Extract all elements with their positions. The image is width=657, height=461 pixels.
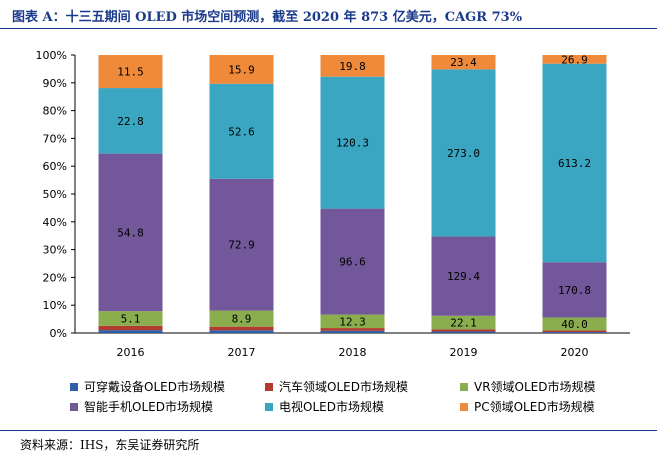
bar-segment: [209, 178, 274, 311]
bar-segment: [320, 76, 385, 209]
legend-item: 可穿戴设备OLED市场规模: [70, 378, 225, 395]
bar-segment: [320, 314, 385, 329]
legend-swatch: [70, 382, 78, 391]
legend-label: 汽车领域OLED市场规模: [279, 380, 408, 394]
y-tick-label: 0%: [50, 327, 67, 340]
legend-label: 智能手机OLED市场规模: [84, 400, 213, 414]
legend-swatch: [265, 382, 273, 391]
chart-title: 图表 A：十三五期间 OLED 市场空间预测，截至 2020 年 873 亿美元…: [12, 10, 523, 25]
y-tick-label: 40%: [43, 216, 67, 229]
bar-segment: [320, 330, 385, 333]
bar-segment: [320, 328, 385, 331]
y-tick-label: 30%: [43, 244, 67, 257]
bar-segment: [542, 55, 607, 64]
y-tick-label: 100%: [36, 49, 67, 62]
data-label: 72.9: [228, 239, 255, 252]
top-divider: [0, 28, 657, 29]
bar-segment: [431, 69, 496, 237]
data-label: 54.8: [117, 226, 144, 239]
y-tick-label: 60%: [43, 160, 67, 173]
legend-label: 电视OLED市场规模: [279, 400, 384, 414]
data-label: 40.0: [561, 318, 588, 331]
bar-segment: [98, 55, 163, 89]
legend-item: PC领域OLED市场规模: [460, 398, 595, 415]
x-tick-label: 2016: [117, 346, 145, 359]
bar-segment: [431, 315, 496, 330]
data-label: 15.9: [228, 63, 255, 76]
data-label: 96.6: [339, 256, 366, 269]
data-label: 5.1: [121, 312, 141, 325]
bottom-divider: [0, 430, 657, 431]
bar-segment: [209, 330, 274, 333]
x-tick-label: 2018: [339, 346, 367, 359]
bar-segment: [209, 55, 274, 84]
data-label: 23.4: [450, 56, 477, 69]
data-label: 52.6: [228, 125, 255, 138]
bar-segment: [542, 330, 607, 333]
bar-segment: [98, 330, 163, 333]
bar-segment: [431, 55, 496, 70]
legend-item: 电视OLED市场规模: [265, 398, 384, 415]
legend-swatch: [70, 402, 78, 411]
source-note: 资料来源：IHS，东吴证券研究所: [20, 438, 200, 452]
data-label: 613.2: [558, 157, 591, 170]
bar-segment: [320, 208, 385, 315]
legend-label: 可穿戴设备OLED市场规模: [84, 380, 225, 394]
bar-segment: [542, 317, 607, 331]
bar-segment: [542, 262, 607, 318]
data-label: 26.9: [561, 53, 588, 66]
legend-swatch: [460, 382, 468, 391]
bar-segment: [431, 331, 496, 333]
legend-swatch: [460, 402, 468, 411]
x-tick-label: 2017: [228, 346, 256, 359]
legend-item: VR领域OLED市场规模: [460, 378, 596, 395]
data-label: 273.0: [447, 147, 480, 160]
legend-item: 汽车领域OLED市场规模: [265, 378, 408, 395]
data-label: 120.3: [336, 137, 369, 150]
legend-label: PC领域OLED市场规模: [474, 400, 595, 414]
stacked-bar-chart: 0% 10% 20% 30% 40% 50% 60% 70% 80% 90% 100% 5.1 54.8…: [36, 49, 630, 359]
bar-segment: [320, 55, 385, 77]
legend-item: 智能手机OLED市场规模: [70, 398, 213, 415]
data-label: 22.8: [117, 115, 144, 128]
legend-label: VR领域OLED市场规模: [474, 380, 596, 394]
bar-segment: [209, 326, 274, 331]
bar-segment: [98, 311, 163, 326]
data-label: 11.5: [117, 66, 144, 79]
bar-segment: [431, 329, 496, 332]
bar-segment: [98, 153, 163, 312]
bar-segment: [98, 88, 163, 154]
y-tick-label: 50%: [43, 188, 67, 201]
y-tick-label: 90%: [43, 77, 67, 90]
data-label: 129.4: [447, 270, 480, 283]
bar-segment: [209, 83, 274, 179]
data-label: 19.8: [339, 60, 366, 73]
bar-segment: [209, 310, 274, 327]
data-label: 12.3: [339, 315, 366, 328]
x-tick-label: 2019: [450, 346, 478, 359]
bar-segment: [431, 236, 496, 316]
legend-swatch: [265, 402, 273, 411]
y-tick-label: 10%: [43, 299, 67, 312]
x-tick-label: 2020: [561, 346, 589, 359]
data-label: 8.9: [232, 313, 252, 326]
bar-segment: [542, 63, 607, 263]
y-tick-label: 20%: [43, 271, 67, 284]
y-tick-label: 80%: [43, 105, 67, 118]
data-label: 22.1: [450, 317, 477, 330]
bar-segment: [98, 325, 163, 331]
y-tick-label: 70%: [43, 132, 67, 145]
data-label: 170.8: [558, 284, 591, 297]
bar-segment: [542, 332, 607, 333]
